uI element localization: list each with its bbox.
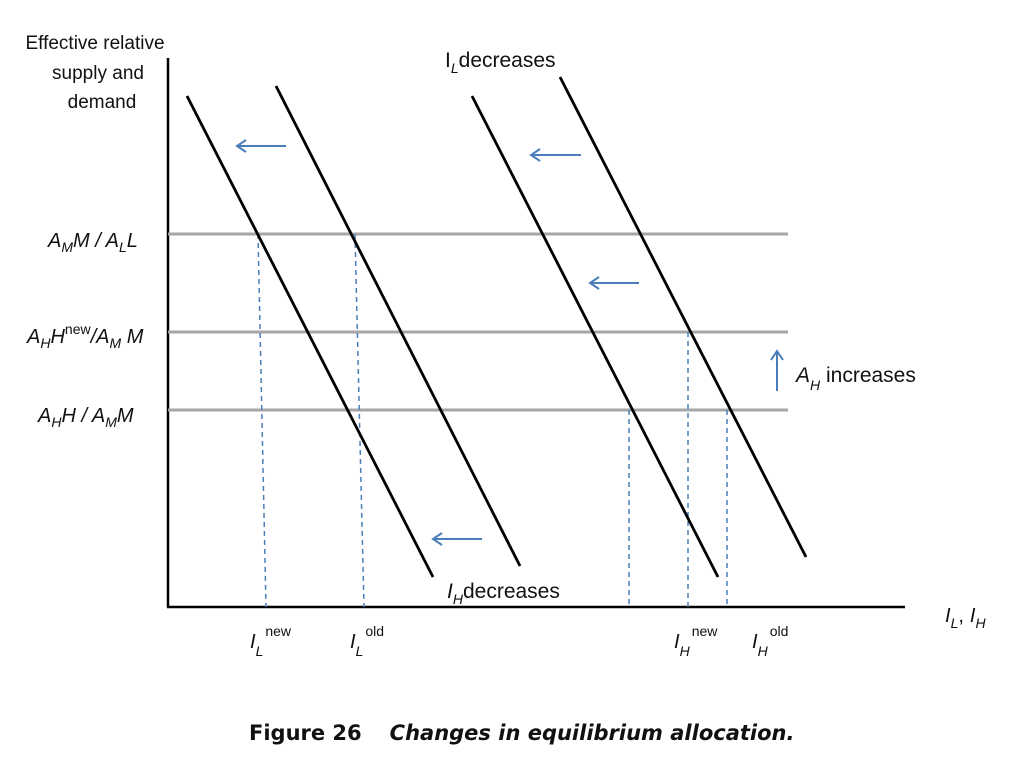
level-label-bottom: AHH / AMM (37, 405, 134, 430)
arrow-up (770, 349, 784, 391)
y-axis-title-line-2: supply and (52, 63, 144, 84)
curve-ih-new (470, 95, 720, 578)
figure-caption: Figure 26 Changes in equilibrium allocati… (249, 721, 794, 745)
y-axis-title-line-3: demand (68, 92, 137, 113)
tick-il-old: ILold (350, 623, 384, 659)
arrow-left-3 (588, 276, 639, 290)
annotation-ih-decreases: IHdecreases (447, 580, 560, 607)
curve-ih-old (558, 76, 808, 558)
annotation-ah-increases: AH increases (794, 364, 916, 393)
tick-ih-old: IHold (752, 623, 788, 659)
x-axis-title: IL, IH (945, 605, 986, 631)
dashed-line-il-old (354, 233, 365, 608)
dashed-line-il-new (257, 233, 267, 608)
annotation-il-decreases: ILdecreases (445, 49, 556, 76)
tick-ih-new: IHnew (674, 623, 718, 659)
arrow-left-2 (529, 148, 581, 162)
arrow-left-1 (235, 139, 286, 153)
level-label-top: AMM / ALL (47, 230, 138, 255)
curve-il-new (185, 95, 435, 578)
tick-il-new: ILnew (250, 623, 292, 659)
y-axis-title-line-1: Effective relative (25, 33, 164, 54)
level-label-middle: AHHnew/AM M (26, 321, 144, 351)
curve-il-old (274, 85, 522, 567)
arrow-left-4 (431, 532, 482, 546)
